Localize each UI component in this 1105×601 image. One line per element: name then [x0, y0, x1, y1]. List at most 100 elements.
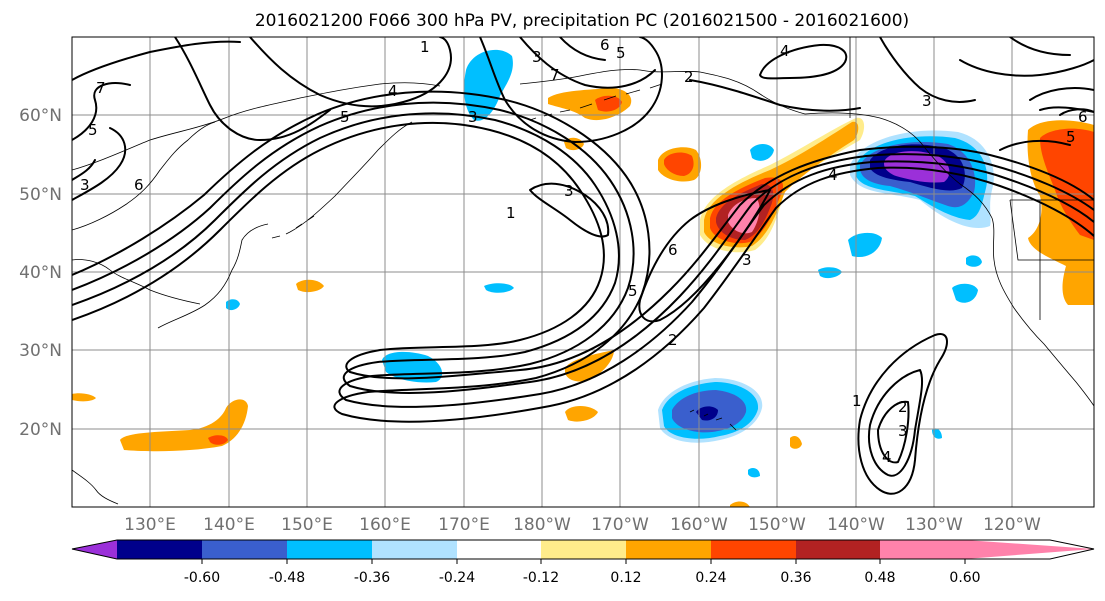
contour-label: 4	[780, 42, 790, 60]
colorbar-tick-label: 0.60	[949, 570, 980, 586]
lon-label: 160°E	[359, 515, 411, 535]
pv-contour-line	[72, 127, 127, 201]
latitude-labels: 60°N 50°N 40°N 30°N 20°N	[19, 106, 62, 440]
colorbar-tick-label: -0.12	[523, 570, 559, 586]
precip-blob-subtropical	[818, 267, 842, 279]
contour-label: 6	[600, 36, 610, 54]
pv-contour-line	[857, 333, 948, 495]
lat-label: 30°N	[19, 341, 62, 361]
lon-label: 130°W	[905, 515, 963, 535]
colorbar-segment	[796, 540, 880, 559]
coastline-japan	[157, 223, 269, 329]
contour-label: 3	[468, 108, 478, 126]
contour-label: 1	[506, 204, 516, 222]
colorbar-tick-label: 0.12	[610, 570, 641, 586]
colorbar-segment	[287, 540, 372, 559]
contour-label: 3	[898, 422, 908, 440]
colorbar-segment	[457, 540, 541, 559]
colorbar-outline	[71, 539, 1095, 560]
lon-label: 150°E	[281, 515, 333, 535]
pv-contour-line	[72, 37, 331, 141]
coastline-alaska	[804, 112, 993, 219]
coastlines	[72, 37, 1094, 505]
precip-blob-subtropical	[730, 501, 750, 507]
precip-blob-hawaii	[696, 406, 718, 421]
precip-blob-subtropical	[748, 468, 760, 478]
precip-blob-subtropical	[565, 406, 598, 422]
contour-label: 6	[134, 176, 144, 194]
coastline-state-border	[849, 37, 1094, 320]
lon-label: 170°E	[438, 515, 490, 535]
coastline-asia	[72, 121, 216, 231]
contour-label: 3	[742, 251, 752, 269]
pv-contour-line	[877, 400, 910, 464]
coastline-north-america	[991, 217, 1094, 407]
colorbar-tick-label: -0.24	[439, 570, 475, 586]
pv-contour-line	[72, 101, 1094, 408]
lon-label: 140°E	[203, 515, 255, 535]
pv-contour-line	[479, 37, 663, 143]
pv-contour-labels: 7 5 3 6 6 4 1 5 3 7 6 5 3 2 1 3 4 5 3 6	[80, 36, 1088, 466]
pv-contour-line	[72, 90, 1094, 423]
contour-label: 7	[96, 79, 106, 97]
colorbar-segment	[711, 540, 796, 559]
precip-blob-subtropical	[966, 255, 982, 267]
contour-label: 2	[668, 331, 678, 349]
pv-contour-line	[999, 108, 1094, 151]
pv-contour-line	[689, 37, 976, 112]
pv-contour-line	[249, 37, 452, 108]
pv-contour-line	[868, 369, 924, 477]
lat-label: 60°N	[19, 106, 62, 126]
colorbar-segment	[117, 540, 202, 559]
contour-label: 2	[684, 68, 694, 86]
colorbar: -0.60 -0.48 -0.36 -0.24 -0.12 0.12 0.24 …	[71, 539, 1095, 586]
colorbar-segment	[372, 540, 457, 559]
pv-contour-line	[959, 37, 1094, 113]
coastline-asia	[72, 82, 441, 171]
coastline-taiwan	[72, 469, 119, 505]
precip-blob-subtropical	[790, 436, 802, 449]
contour-label: 7	[550, 66, 560, 84]
contour-label: 4	[388, 82, 398, 100]
colorbar-tick-label: -0.60	[184, 570, 220, 586]
contour-label: 1	[420, 38, 430, 56]
contour-label: 5	[628, 282, 638, 300]
precip-blob-bering	[464, 49, 513, 121]
lon-label: 140°W	[827, 515, 885, 535]
precip-blob-north-pacific	[750, 144, 774, 161]
lon-label: 150°W	[748, 515, 806, 535]
lat-label: 50°N	[19, 185, 62, 205]
coastline-alaska	[519, 69, 806, 115]
longitude-labels: 130°E 140°E 150°E 160°E 170°E 180°W 170°…	[124, 515, 1041, 535]
lat-label: 40°N	[19, 263, 62, 283]
lat-label: 20°N	[19, 420, 62, 440]
contour-label: 5	[88, 121, 98, 139]
pv-contour-line	[72, 122, 1094, 380]
pv-contour-line	[529, 182, 610, 238]
colorbar-segment	[626, 540, 711, 559]
contour-label: 5	[1066, 128, 1076, 146]
contour-label: 6	[668, 241, 678, 259]
contour-label: 4	[828, 166, 838, 184]
precip-blob-subtropical	[296, 279, 324, 293]
colorbar-tick-label: 0.48	[864, 570, 895, 586]
contour-label: 3	[532, 48, 542, 66]
colorbar-tick-label: -0.36	[354, 570, 390, 586]
contour-label: 3	[564, 182, 574, 200]
coastline-asia	[72, 259, 201, 305]
contour-label: 4	[882, 448, 892, 466]
contour-label: 3	[922, 92, 932, 110]
precip-blob-subtropical	[952, 283, 978, 303]
colorbar-segment	[880, 540, 965, 559]
contour-label: 6	[1078, 108, 1088, 126]
lon-label: 180°W	[513, 515, 571, 535]
lon-label: 120°W	[983, 515, 1041, 535]
contour-label: 5	[616, 44, 626, 62]
coastline-hawaii	[689, 409, 737, 431]
map-frame	[71, 36, 1095, 508]
precip-blob-north-pacific	[664, 152, 694, 176]
precip-blob-subtropical	[484, 283, 514, 293]
pv-contour-line	[519, 37, 656, 89]
pv-contour-line	[759, 43, 848, 80]
